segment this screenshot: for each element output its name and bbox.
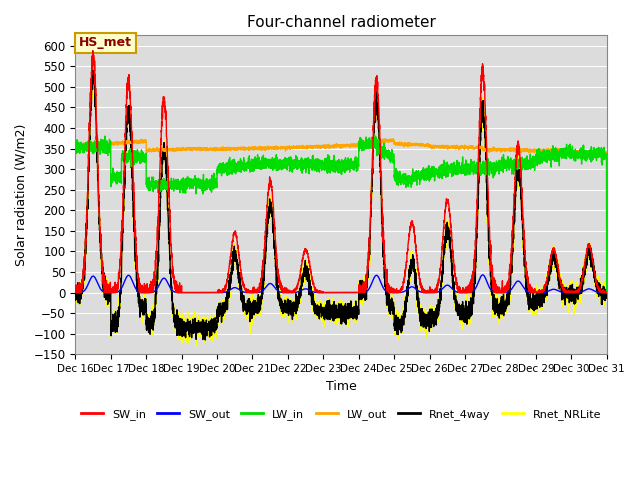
- X-axis label: Time: Time: [326, 380, 356, 393]
- Title: Four-channel radiometer: Four-channel radiometer: [246, 15, 435, 30]
- Y-axis label: Solar radiation (W/m2): Solar radiation (W/m2): [15, 124, 28, 266]
- Text: HS_met: HS_met: [79, 36, 132, 49]
- Legend: SW_in, SW_out, LW_in, LW_out, Rnet_4way, Rnet_NRLite: SW_in, SW_out, LW_in, LW_out, Rnet_4way,…: [76, 405, 605, 424]
